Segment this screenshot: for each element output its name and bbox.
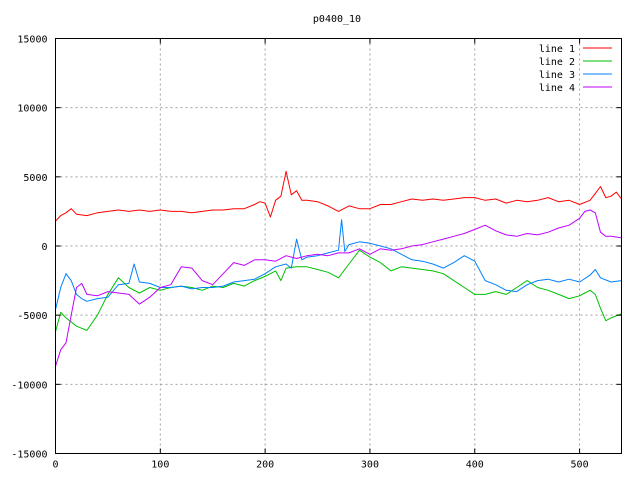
axis-ticks: 0 100 200 300 400 500 -15000 -10000 -5000 0 5000 10… <box>11 35 622 471</box>
legend-label: line 4 <box>539 83 575 94</box>
x-tick-label: 500 <box>571 460 589 471</box>
legend: line 1 line 2 line 3 line 4 <box>539 44 612 94</box>
legend-label: line 1 <box>539 44 575 55</box>
x-tick-label: 0 <box>52 460 58 471</box>
legend-label: line 2 <box>539 57 575 68</box>
x-tick-label: 200 <box>256 460 274 471</box>
series-line-3 <box>55 219 622 310</box>
y-tick-label: 0 <box>41 242 47 253</box>
y-tick-label: -10000 <box>11 380 47 391</box>
y-tick-label: 15000 <box>17 35 47 46</box>
y-tick-label: 10000 <box>17 104 47 115</box>
series-layer <box>55 170 622 367</box>
series-line-2 <box>55 249 622 332</box>
grid <box>55 38 622 454</box>
series-line-4 <box>55 209 622 367</box>
chart-title: p0400_10 <box>313 14 361 25</box>
legend-label: line 3 <box>539 70 575 81</box>
x-tick-label: 100 <box>151 460 169 471</box>
x-tick-label: 400 <box>466 460 484 471</box>
series-line-1 <box>55 170 622 222</box>
y-tick-label: 5000 <box>23 173 47 184</box>
x-tick-label: 300 <box>361 460 379 471</box>
y-tick-label: -15000 <box>11 450 47 461</box>
y-tick-label: -5000 <box>17 311 47 322</box>
